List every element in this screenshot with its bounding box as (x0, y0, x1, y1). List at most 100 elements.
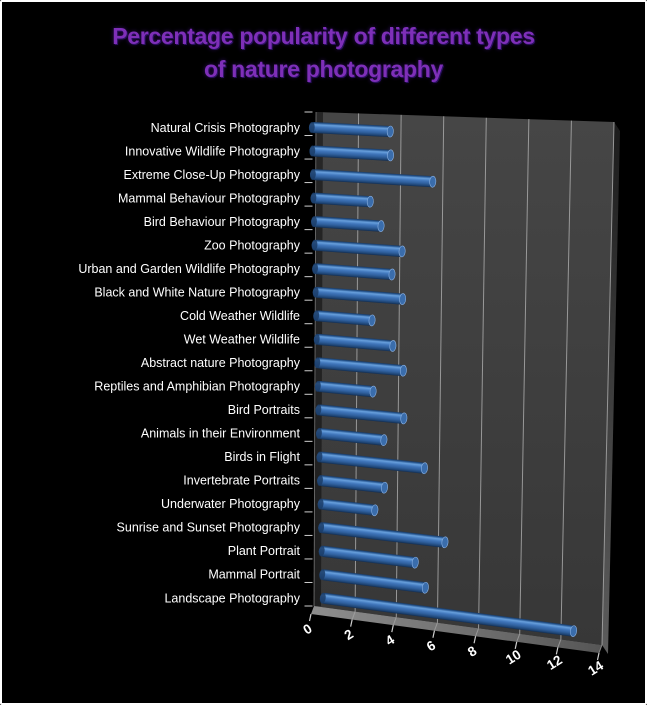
bar-group (314, 380, 377, 398)
bar (312, 263, 396, 280)
category-label: Underwater Photography (161, 497, 301, 511)
bar (317, 475, 388, 493)
x-axis-tick (391, 625, 394, 633)
chart-title: Percentage popularity of different types… (2, 20, 645, 86)
category-label: Extreme Close-Up Photography (124, 168, 301, 182)
floor-gridline (475, 628, 480, 637)
category-label: Bird Behaviour Photography (144, 215, 301, 229)
bar (319, 569, 429, 594)
category-label: Mammal Portrait (208, 568, 300, 582)
floor-gridline (351, 611, 356, 620)
x-tick-label: 4 (383, 632, 398, 649)
bar-base-cap (310, 192, 317, 204)
bar-end-cap (570, 625, 577, 637)
category-label: Animals in their Environment (141, 427, 301, 441)
bar (315, 404, 407, 424)
plot-side-wall (602, 122, 620, 654)
bar-end-cap (388, 268, 396, 281)
category-label: Urban and Garden Wildlife Photography (78, 262, 300, 276)
category-label: Sunrise and Sunset Photography (117, 521, 301, 535)
bar-group (312, 263, 396, 281)
bar-base-cap (309, 169, 316, 180)
chart-title-line2: of nature photography (203, 56, 444, 82)
bar-end-cap (386, 125, 394, 138)
category-label: Zoo Photography (204, 238, 301, 252)
bar-group (313, 333, 397, 352)
category-label: Mammal Behaviour Photography (118, 191, 301, 205)
bar-base-cap (308, 121, 315, 133)
x-tick-label: 2 (342, 626, 356, 643)
category-label: Wet Weather Wildlife (184, 333, 300, 347)
bar-base-cap (314, 380, 321, 392)
bar-end-cap (400, 412, 408, 425)
bar (310, 192, 374, 208)
bar-group (319, 592, 577, 637)
category-label: Bird Portraits (228, 403, 300, 417)
chart-title-line1: Percentage popularity of different types (112, 23, 535, 49)
x-axis-tick (350, 619, 353, 627)
bar-group (318, 545, 419, 569)
bar-end-cap (429, 175, 437, 188)
bar-group (312, 286, 407, 305)
bar-base-cap (318, 522, 325, 533)
plot-floor (311, 606, 602, 653)
x-axis-tick (473, 636, 477, 644)
bar (311, 239, 406, 257)
floor-gridline (392, 616, 397, 626)
bar (318, 522, 448, 548)
bar-base-cap (313, 310, 320, 322)
bar (317, 498, 378, 516)
category-label: Black and White Nature Photography (94, 285, 300, 299)
category-label: Plant Portrait (228, 544, 301, 558)
bar-group (309, 145, 394, 162)
bar-end-cap (399, 293, 407, 305)
bar-group (311, 239, 406, 258)
bar-end-cap (411, 556, 419, 569)
floor-gridline (557, 639, 562, 648)
bar-end-cap (368, 314, 376, 327)
bar-base-cap (319, 569, 326, 581)
bar-base-cap (317, 498, 324, 510)
x-axis-tick (432, 630, 436, 638)
bar-base-cap (312, 286, 319, 298)
bar-end-cap (381, 481, 388, 494)
gridline (478, 117, 487, 629)
bar-group (315, 404, 408, 425)
bar-group (308, 121, 394, 138)
bar-base-cap (311, 239, 318, 251)
bar-base-cap (313, 333, 320, 345)
gridline (601, 121, 615, 646)
bar-group (315, 427, 388, 446)
bar-end-cap (389, 340, 397, 352)
bar-end-cap (371, 504, 379, 517)
category-label: Landscape Photography (164, 591, 300, 605)
plot-back-wall (314, 112, 614, 645)
bar-base-cap (314, 357, 321, 369)
bar-base-cap (312, 263, 319, 275)
bar-end-cap (380, 434, 388, 446)
floor-gridline (516, 633, 521, 643)
bar-group (318, 522, 449, 549)
category-label: Natural Crisis Photography (151, 121, 301, 135)
bar-base-cap (315, 404, 322, 416)
bar-group (316, 451, 428, 475)
bar-end-cap (421, 462, 428, 475)
bar-group (314, 357, 407, 377)
bar (309, 145, 394, 161)
bar-group (317, 498, 379, 517)
gridline (560, 120, 572, 640)
bar-group (317, 474, 388, 494)
bar (316, 428, 387, 446)
bar-base-cap (317, 474, 323, 486)
category-label: Cold Weather Wildlife (180, 309, 300, 323)
category-label: Reptiles and Amphibian Photography (94, 380, 300, 394)
bar-end-cap (399, 364, 407, 377)
bar-group (319, 569, 429, 594)
bar-end-cap (441, 536, 449, 549)
category-label: Abstract nature Photography (141, 356, 301, 370)
bar (314, 357, 407, 377)
bar (315, 380, 377, 397)
bar-base-cap (319, 592, 326, 604)
bar (313, 333, 396, 352)
gridline (519, 119, 530, 634)
